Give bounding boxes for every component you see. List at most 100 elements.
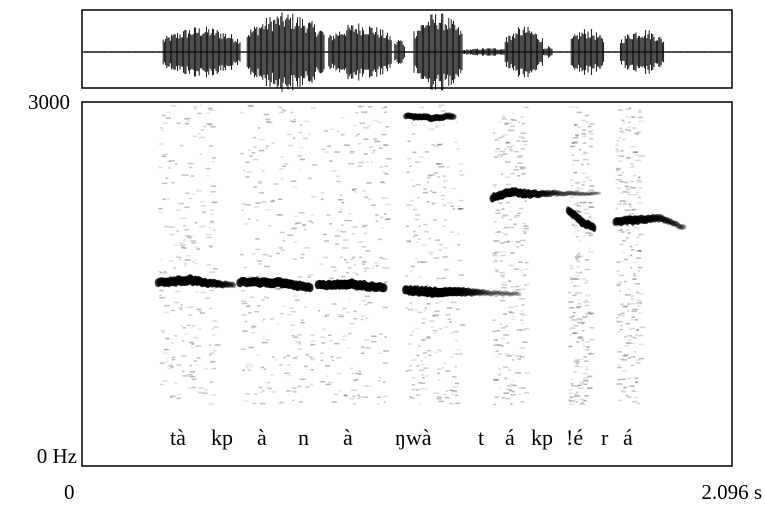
spectrogram-speckle (249, 155, 253, 157)
spectrogram-speckle (293, 391, 297, 393)
spectrogram-speckle (627, 232, 631, 234)
spectrogram-speckle (173, 243, 178, 246)
spectrogram-speckle (571, 278, 578, 280)
spectrogram-speckle (407, 240, 412, 243)
spectrogram-speckle (249, 365, 255, 368)
spectrogram-speckle (358, 161, 365, 164)
spectrogram-speckle (255, 238, 260, 240)
spectrogram-band (508, 292, 515, 297)
spectrogram-speckle (452, 353, 458, 355)
spectrogram-speckle (210, 126, 216, 128)
spectrogram-speckle (361, 346, 364, 348)
spectrogram-speckle (330, 266, 336, 268)
spectrogram-speckle (503, 313, 508, 315)
spectrogram-speckle (277, 403, 282, 405)
spectrogram-band (578, 192, 586, 197)
spectrogram-speckle (421, 339, 426, 341)
spectrogram-speckle (280, 249, 286, 251)
spectrogram-speckle (412, 330, 415, 333)
spectrogram-speckle (200, 129, 204, 131)
spectrogram-speckle (514, 216, 518, 219)
spectrogram-speckle (584, 360, 589, 362)
spectrogram-speckle (524, 372, 531, 374)
spectrogram-speckle (210, 246, 213, 248)
spectrogram-speckle (209, 271, 215, 273)
spectrogram-speckle (581, 322, 586, 324)
spectrogram-speckle (584, 114, 589, 117)
spectrogram-speckle (452, 208, 455, 210)
spectrogram-speckle (437, 143, 444, 146)
spectrogram-speckle (320, 359, 323, 362)
spectrogram-speckle (624, 185, 629, 188)
spectrogram-speckle (369, 385, 374, 388)
spectrogram-speckle (311, 164, 318, 166)
spectrogram-speckle (191, 343, 194, 345)
spectrogram-speckle (583, 151, 586, 153)
spectrogram-speckle (588, 352, 591, 355)
spectrogram-speckle (418, 225, 421, 228)
spectrogram-speckle (443, 180, 448, 182)
spectrogram-speckle (286, 375, 292, 377)
segment-label: t (478, 425, 484, 450)
spectrogram-speckle (417, 311, 423, 314)
spectrogram-speckle (341, 275, 346, 278)
spectrogram-speckle (184, 228, 189, 231)
spectrogram-speckle (428, 174, 435, 176)
spectrogram-speckle (638, 357, 645, 360)
spectrogram-speckle (521, 323, 524, 325)
spectrogram-speckle (576, 181, 581, 184)
spectrogram-speckle (442, 225, 446, 227)
spectrogram-speckle (425, 388, 428, 391)
spectrogram-speckle (245, 204, 251, 206)
spectrogram-speckle (332, 359, 335, 362)
spectrogram-speckle (305, 386, 310, 388)
spectrogram-speckle (344, 394, 347, 396)
spectrogram-speckle (636, 329, 639, 331)
spectrogram-speckle (576, 307, 580, 309)
spectrogram-speckle (176, 397, 181, 400)
spectrogram-speckle (160, 127, 163, 129)
spectrogram-speckle (492, 319, 496, 321)
spectrogram-speckle (383, 144, 388, 146)
spectrogram-speckle (573, 160, 580, 162)
spectrogram-speckle (583, 346, 589, 348)
y-min-label: 0 Hz (37, 444, 77, 468)
spectrogram-speckle (627, 342, 632, 344)
spectrogram-speckle (335, 243, 340, 245)
spectrogram-speckle (493, 339, 498, 341)
spectrogram-speckle (171, 309, 175, 312)
spectrogram-speckle (522, 341, 528, 343)
spectrogram-speckle (577, 187, 580, 189)
spectrogram-speckle (412, 235, 415, 238)
spectrogram-speckle (289, 307, 294, 309)
spectrogram-speckle (299, 131, 302, 134)
spectrogram-speckle (186, 120, 191, 122)
spectrogram-speckle (348, 163, 354, 165)
spectrogram-speckle (501, 286, 507, 289)
spectrogram-speckle (206, 175, 210, 177)
spectrogram-speckle (515, 372, 522, 374)
spectrogram-band (550, 190, 557, 196)
spectrogram-speckle (571, 224, 578, 227)
spectrogram-speckle (621, 359, 628, 361)
spectrogram-speckle (383, 401, 386, 403)
spectrogram-speckle (500, 173, 504, 175)
spectrogram-speckle (302, 224, 306, 226)
spectrogram-speckle (412, 208, 418, 211)
spectrogram-speckle (499, 323, 503, 325)
spectrogram-speckle (586, 346, 590, 348)
spectrogram-speckle (636, 329, 640, 331)
spectrogram-speckle (406, 204, 412, 206)
spectrogram-speckle (630, 266, 633, 269)
spectrogram-speckle (414, 161, 421, 163)
spectrogram-speckle (202, 211, 206, 214)
spectrogram-speckle (634, 132, 639, 135)
spectrogram-speckle (444, 219, 447, 221)
spectrogram-speckle (382, 306, 388, 309)
spectrogram-speckle (577, 321, 580, 324)
spectrogram-speckle (278, 214, 284, 216)
spectrogram-speckle (184, 118, 190, 120)
spectrogram-speckle (637, 181, 643, 183)
spectrogram-band (498, 291, 505, 297)
